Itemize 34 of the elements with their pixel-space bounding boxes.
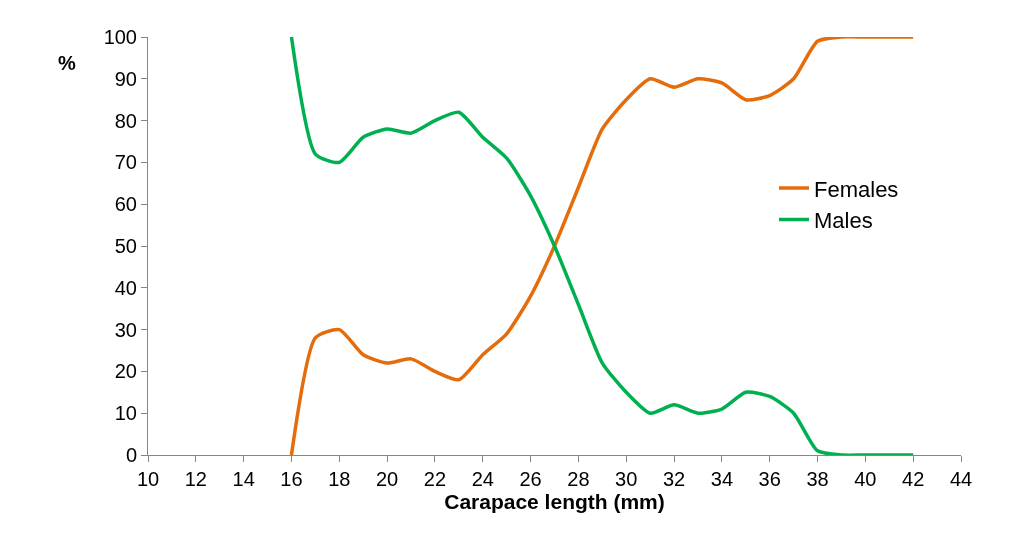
y-tick-label: 70 xyxy=(114,151,137,174)
x-tick-label: 32 xyxy=(662,468,686,490)
x-tick-label: 14 xyxy=(232,468,255,490)
x-tick-label: 26 xyxy=(519,468,542,490)
x-tick-label: 18 xyxy=(328,468,351,490)
x-tick-label: 42 xyxy=(902,468,925,490)
legend-label: Females xyxy=(814,176,899,202)
x-tick-label: 36 xyxy=(758,468,781,490)
x-tick-label: 20 xyxy=(375,468,399,490)
legend-label: Males xyxy=(814,208,873,234)
x-tick-label: 30 xyxy=(615,468,638,490)
x-tick-label: 16 xyxy=(280,468,303,490)
x-tick-label: 22 xyxy=(423,468,447,490)
y-tick-label: 40 xyxy=(114,276,137,299)
y-tick-label: 50 xyxy=(114,235,137,257)
line-series xyxy=(289,37,915,455)
x-tick-label: 40 xyxy=(854,468,877,490)
x-tick-label: 34 xyxy=(710,468,734,490)
x-tick-label: 38 xyxy=(806,468,829,490)
y-tick-label: 0 xyxy=(125,444,137,466)
y-tick-label: 80 xyxy=(114,109,137,132)
y-tick-label: 30 xyxy=(114,318,137,341)
y-tick-label: 20 xyxy=(114,360,137,383)
y-tick-label: 10 xyxy=(114,402,137,425)
x-tick-label: 10 xyxy=(136,468,160,490)
x-tick-label: 24 xyxy=(471,468,494,490)
y-axis-title: % xyxy=(58,52,76,74)
x-tick-label: 44 xyxy=(949,468,973,490)
x-tick-label: 12 xyxy=(184,468,207,490)
x-tick-label: 28 xyxy=(567,468,590,490)
y-tick-label: 60 xyxy=(114,193,137,216)
y-tick-label: 90 xyxy=(114,67,137,90)
x-axis-title: Carapace length (mm) xyxy=(444,490,665,514)
y-tick-label: 100 xyxy=(103,26,137,48)
